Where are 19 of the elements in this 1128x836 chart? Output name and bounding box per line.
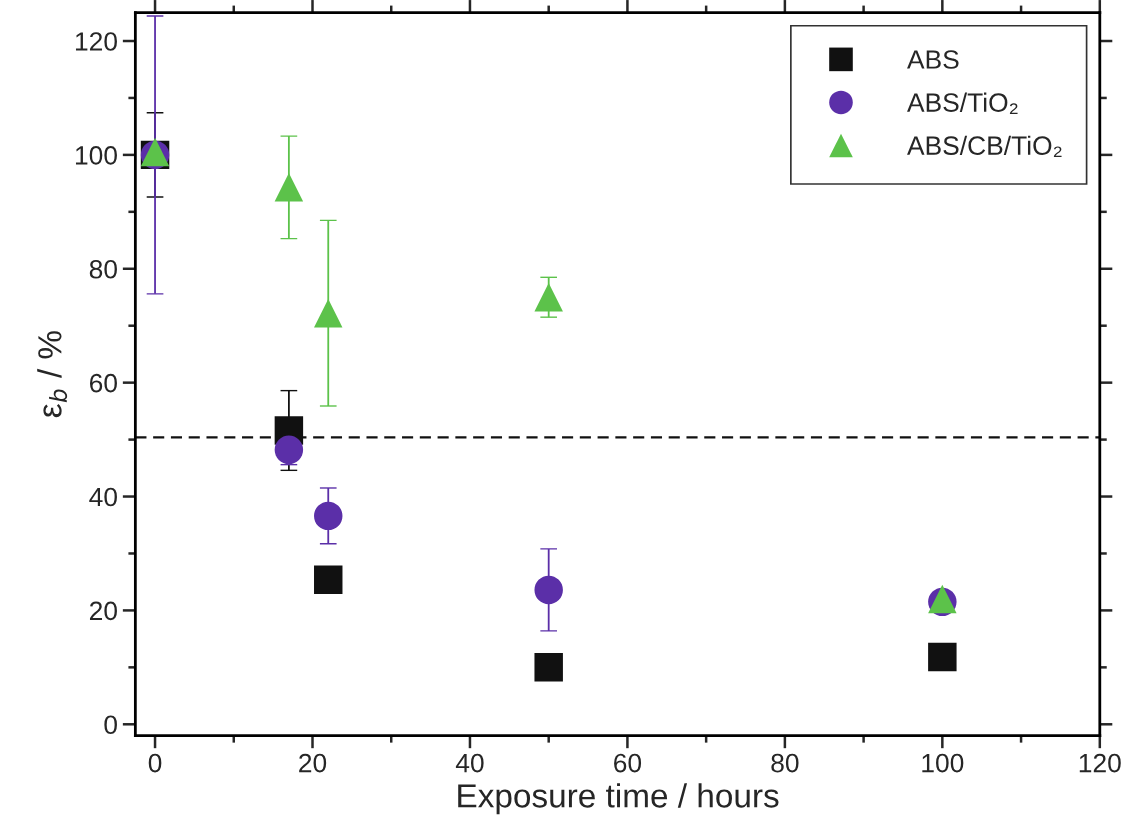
- x-tick-label: 40: [455, 753, 484, 773]
- y-tick-label: 80: [89, 259, 117, 279]
- x-tick-label: 120: [1079, 753, 1121, 773]
- y-tick-label: 40: [89, 487, 117, 507]
- legend-label: ABS: [907, 50, 959, 69]
- x-tick-label: 20: [299, 753, 327, 773]
- legend-label: ABS/CB/TiO₂: [907, 135, 1062, 158]
- y-tick-label: 20: [89, 601, 117, 621]
- y-tick-label: 60: [89, 373, 117, 393]
- x-tick-label: 80: [771, 753, 799, 773]
- x-axis-title: Exposure time / hours: [458, 783, 779, 815]
- legend-label: ABS/TiO₂: [907, 92, 1018, 114]
- x-tick-label: 0: [148, 753, 162, 773]
- y-axis-title: ε$_{b}$ / %: [37, 331, 68, 418]
- x-tick-label: 100: [922, 753, 964, 773]
- y-tick-label: 0: [104, 715, 117, 735]
- y-tick-label: 120: [75, 32, 117, 51]
- x-tick-label: 60: [614, 753, 642, 773]
- y-tick-label: 100: [75, 146, 117, 165]
